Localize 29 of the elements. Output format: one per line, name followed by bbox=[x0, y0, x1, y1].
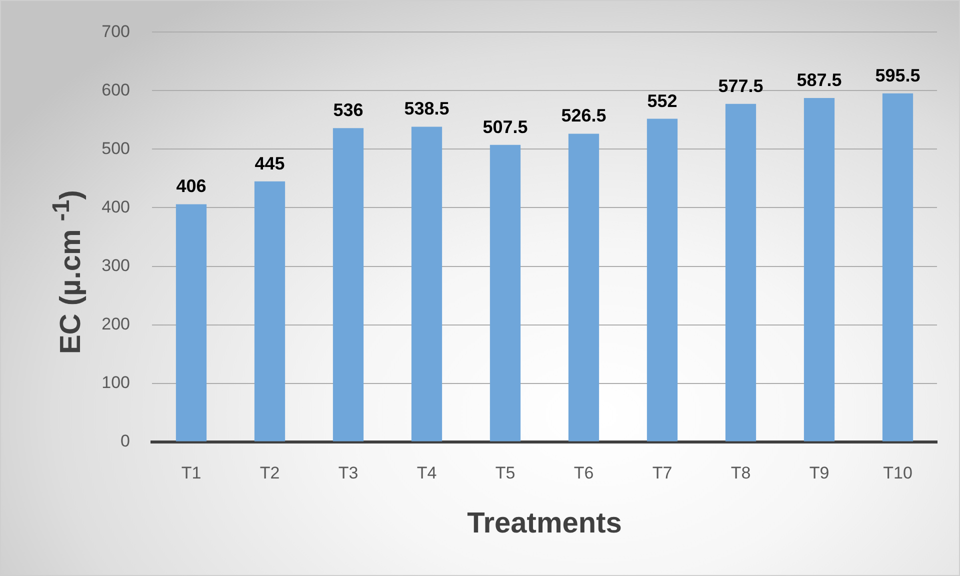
data-label: 577.5 bbox=[718, 76, 764, 96]
x-tick-label: T5 bbox=[495, 464, 516, 483]
x-tick-label: T1 bbox=[181, 464, 202, 483]
y-tick-label: 100 bbox=[102, 372, 130, 392]
y-tick-label: 0 bbox=[120, 431, 130, 450]
data-label: 538.5 bbox=[404, 98, 450, 119]
y-tick-label: 200 bbox=[102, 314, 130, 334]
y-tick-label: 500 bbox=[102, 138, 130, 158]
x-tick-label: T7 bbox=[652, 464, 672, 483]
x-tick-label: T9 bbox=[809, 464, 830, 483]
data-label: 507.5 bbox=[482, 116, 528, 137]
x-axis-title: Treatments bbox=[467, 508, 622, 540]
x-tick-label: T2 bbox=[260, 464, 280, 483]
x-tick-label: T10 bbox=[883, 464, 912, 483]
data-label: 445 bbox=[254, 153, 285, 174]
data-label: 587.5 bbox=[796, 70, 842, 90]
y-tick-label: 600 bbox=[102, 80, 130, 100]
y-tick-label: 300 bbox=[102, 256, 130, 275]
x-tick-label: T6 bbox=[574, 464, 594, 483]
data-label: 595.5 bbox=[875, 65, 920, 86]
x-tick-label: T4 bbox=[416, 464, 437, 483]
x-tick-label: T3 bbox=[338, 464, 358, 483]
x-tick-label: T8 bbox=[730, 464, 751, 483]
data-label: 526.5 bbox=[561, 106, 606, 126]
data-label: 552 bbox=[647, 90, 678, 111]
y-tick-label: 700 bbox=[102, 22, 130, 41]
data-label: 406 bbox=[176, 176, 206, 196]
y-tick-label: 400 bbox=[102, 197, 130, 216]
data-label: 536 bbox=[333, 100, 364, 120]
